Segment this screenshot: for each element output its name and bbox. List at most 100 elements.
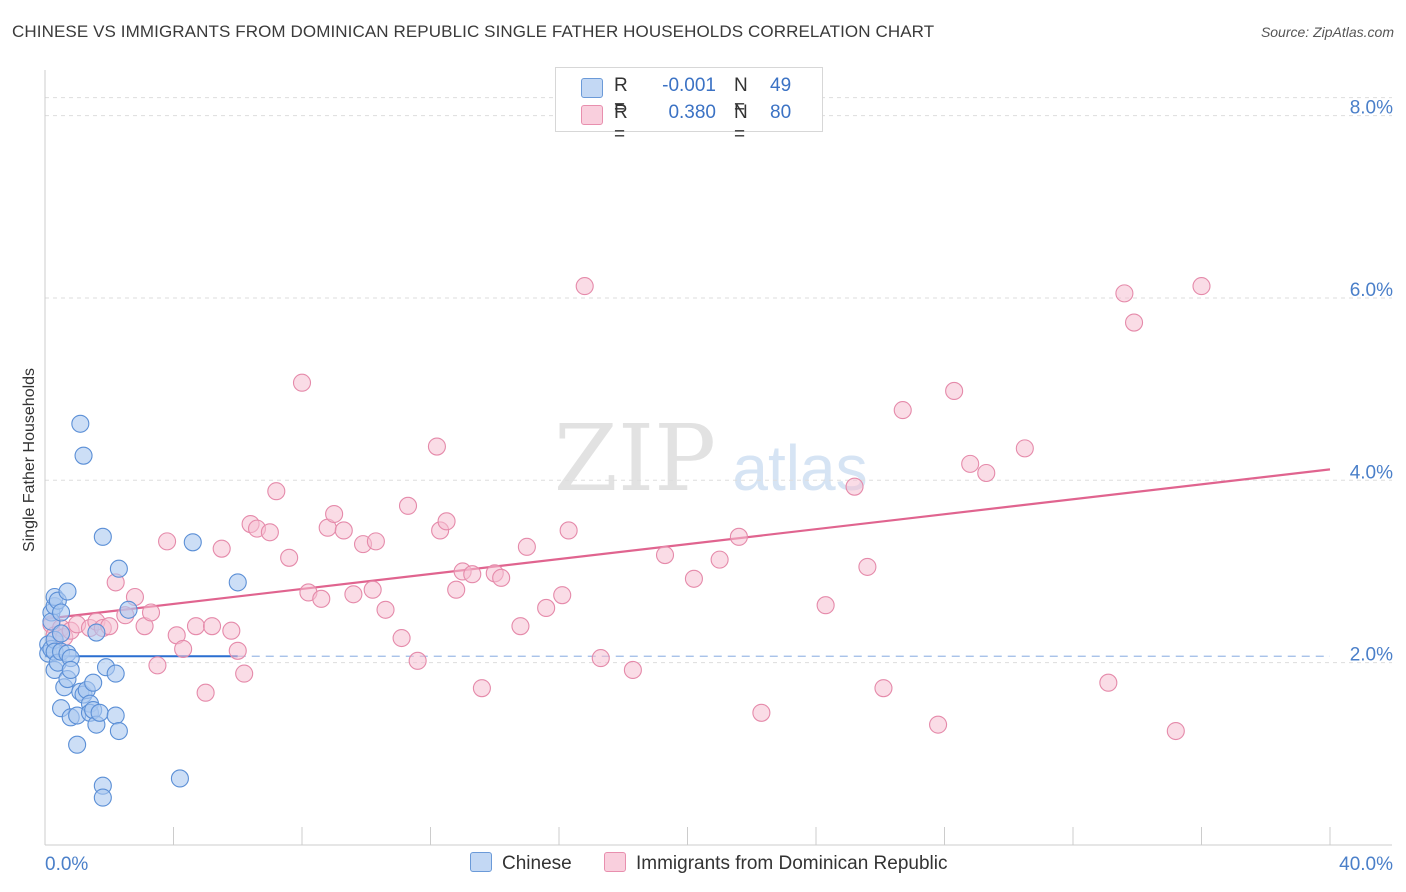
dominican-point xyxy=(537,598,556,617)
series-legend-dominican: Immigrants from Dominican Republic xyxy=(604,852,948,875)
series-legend-label: Chinese xyxy=(502,853,572,874)
chinese-point xyxy=(87,623,106,642)
dominican-point xyxy=(893,401,912,420)
legend-n-label: N = xyxy=(734,75,748,118)
dominican-point xyxy=(203,617,222,636)
source-credit: Source: ZipAtlas.com xyxy=(1260,24,1394,40)
dominican-point xyxy=(710,550,729,569)
y-tick-label: 4.0% xyxy=(1350,462,1393,483)
dominican-point xyxy=(344,585,363,604)
chinese-point xyxy=(71,414,90,433)
legend-swatch-blue xyxy=(581,78,603,98)
chinese-point xyxy=(90,703,109,722)
dominican-point xyxy=(845,477,864,496)
legend-r-value: -0.001 xyxy=(662,75,716,96)
dominican-point xyxy=(280,548,299,567)
series-legend-label: Immigrants from Dominican Republic xyxy=(636,853,948,874)
dominican-point xyxy=(961,454,980,473)
chinese-point xyxy=(93,788,112,807)
dominican-point xyxy=(222,621,241,640)
legend-r-label: R = xyxy=(614,102,628,145)
dominican-point xyxy=(392,628,411,648)
dominican-point xyxy=(511,617,530,636)
dominican-point xyxy=(260,523,279,542)
dominican-point xyxy=(427,437,446,456)
dominican-point xyxy=(655,546,675,565)
dominican-point xyxy=(1124,313,1144,332)
dominican-point xyxy=(575,277,594,296)
chinese-point xyxy=(52,624,71,643)
dominican-point xyxy=(334,521,353,540)
chinese-point xyxy=(109,721,128,741)
chart-title: CHINESE VS IMMIGRANTS FROM DOMINICAN REP… xyxy=(12,22,935,41)
dominican-point xyxy=(752,703,771,722)
chinese-point xyxy=(183,533,202,552)
legend-r-label: R = xyxy=(614,75,628,118)
dominican-point xyxy=(1015,439,1034,458)
chinese-point xyxy=(84,673,103,692)
legend-swatch-pink xyxy=(581,105,603,125)
chinese-point xyxy=(119,600,138,619)
chinese-point xyxy=(93,527,112,546)
series-swatch-pink xyxy=(604,852,626,872)
chinese-point xyxy=(170,769,189,788)
dominican-point xyxy=(325,504,344,524)
dominican-point xyxy=(684,569,703,588)
dominican-point xyxy=(816,596,835,615)
dominican-point xyxy=(376,600,395,619)
dominican-point xyxy=(858,557,877,576)
dominican-point xyxy=(196,683,215,702)
chinese-point xyxy=(52,603,71,622)
dominican-point xyxy=(366,532,385,551)
y-tick-label: 2.0% xyxy=(1350,645,1393,666)
watermark: ZIP atlas xyxy=(554,405,868,512)
legend-r-value: 0.380 xyxy=(668,102,716,123)
dominican-point xyxy=(312,589,331,608)
legend-n-label: N = xyxy=(734,102,748,145)
dominican-point xyxy=(463,565,482,584)
dominican-point xyxy=(235,664,254,683)
dominican-point xyxy=(559,521,578,540)
dominican-point xyxy=(1166,721,1185,741)
dominican-point xyxy=(212,539,231,558)
dominican-trend-line xyxy=(44,468,1331,620)
dominican-point xyxy=(1115,284,1134,303)
dominican-point xyxy=(929,715,948,734)
dominican-point xyxy=(148,656,167,675)
dominican-point xyxy=(729,527,748,546)
series-legend-chinese: Chinese xyxy=(470,852,572,875)
x-tick-label: 0.0% xyxy=(45,854,88,875)
x-tick-label: 40.0% xyxy=(1339,854,1393,875)
dominican-point xyxy=(492,568,511,587)
dominican-point xyxy=(398,496,418,515)
legend-n-value: 80 xyxy=(770,102,792,123)
dominican-point xyxy=(1099,673,1118,692)
y-tick-label: 6.0% xyxy=(1350,280,1393,301)
dominican-point xyxy=(437,512,456,531)
dominican-point xyxy=(472,679,491,698)
correlation-legend: R = -0.001 N = 49 R = 0.380 N = 80 xyxy=(555,67,823,145)
watermark-zip: ZIP xyxy=(554,405,716,512)
legend-n-value: 49 xyxy=(770,75,792,96)
dominican-point xyxy=(447,580,466,599)
chinese-point xyxy=(106,664,125,683)
dominican-point xyxy=(874,679,893,698)
watermark-atlas: atlas xyxy=(732,432,867,504)
dominican-point xyxy=(408,651,427,670)
dominican-point xyxy=(553,586,572,605)
chinese-point xyxy=(61,660,80,679)
chinese-point xyxy=(106,706,125,725)
dominican-point xyxy=(186,617,206,636)
dominican-point xyxy=(141,603,161,622)
series-swatch-blue xyxy=(470,852,492,872)
dominican-point xyxy=(623,660,642,679)
dominican-point xyxy=(292,373,312,392)
dominican-point xyxy=(1192,277,1211,296)
dominican-point xyxy=(174,639,193,659)
dominican-point xyxy=(591,649,610,668)
dominican-point xyxy=(945,381,964,400)
chinese-point xyxy=(58,582,77,601)
chinese-point xyxy=(68,735,87,754)
dominican-point xyxy=(228,641,247,660)
